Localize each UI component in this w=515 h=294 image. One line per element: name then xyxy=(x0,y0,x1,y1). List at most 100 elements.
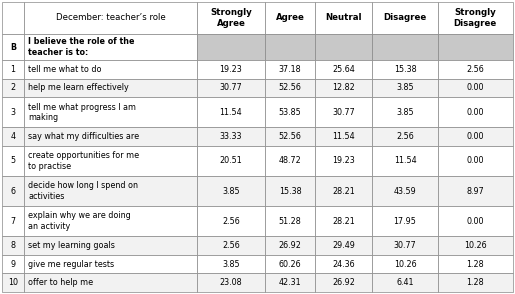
Bar xyxy=(2,146,24,176)
Text: B: B xyxy=(10,43,16,51)
Bar xyxy=(315,146,372,176)
Text: 60.26: 60.26 xyxy=(279,260,301,268)
Text: 0.00: 0.00 xyxy=(467,108,484,117)
Text: 29.49: 29.49 xyxy=(332,241,355,250)
Text: create opportunities for me
to practise: create opportunities for me to practise xyxy=(28,151,139,171)
Bar xyxy=(2,273,24,292)
Bar xyxy=(2,176,24,206)
Bar xyxy=(372,97,438,127)
Bar xyxy=(265,176,315,206)
Text: 42.31: 42.31 xyxy=(279,278,301,287)
Text: say what my difficulties are: say what my difficulties are xyxy=(28,132,139,141)
Bar xyxy=(372,34,438,60)
Bar xyxy=(315,273,372,292)
Bar xyxy=(24,97,197,127)
Bar xyxy=(24,78,197,97)
Text: 15.38: 15.38 xyxy=(394,65,417,74)
Text: I believe the role of the
teacher is to:: I believe the role of the teacher is to: xyxy=(28,37,134,57)
Text: 11.54: 11.54 xyxy=(333,132,355,141)
Bar xyxy=(24,34,197,60)
Text: 30.77: 30.77 xyxy=(393,241,417,250)
Text: 0.00: 0.00 xyxy=(467,132,484,141)
Bar xyxy=(197,34,265,60)
Bar xyxy=(197,236,265,255)
Text: 2: 2 xyxy=(10,83,15,93)
Text: 11.54: 11.54 xyxy=(394,156,417,166)
Text: 0.00: 0.00 xyxy=(467,217,484,225)
Bar xyxy=(197,206,265,236)
Bar xyxy=(438,60,513,78)
Bar xyxy=(2,2,24,34)
Text: Strongly
Disagree: Strongly Disagree xyxy=(454,8,497,28)
Bar xyxy=(24,2,197,34)
Text: 3.85: 3.85 xyxy=(222,260,239,268)
Text: 19.23: 19.23 xyxy=(219,65,242,74)
Bar xyxy=(438,206,513,236)
Text: 26.92: 26.92 xyxy=(332,278,355,287)
Text: 1: 1 xyxy=(10,65,15,74)
Bar xyxy=(372,78,438,97)
Text: 52.56: 52.56 xyxy=(279,83,302,93)
Bar xyxy=(265,78,315,97)
Text: Neutral: Neutral xyxy=(325,14,362,23)
Text: tell me what progress I am
making: tell me what progress I am making xyxy=(28,103,136,122)
Text: 7: 7 xyxy=(10,217,15,225)
Text: 24.36: 24.36 xyxy=(333,260,355,268)
Text: explain why we are doing
an activity: explain why we are doing an activity xyxy=(28,211,131,231)
Bar xyxy=(438,127,513,146)
Text: 8: 8 xyxy=(10,241,15,250)
Bar xyxy=(315,2,372,34)
Text: 43.59: 43.59 xyxy=(393,186,417,196)
Bar xyxy=(24,206,197,236)
Bar xyxy=(265,2,315,34)
Text: 0.00: 0.00 xyxy=(467,83,484,93)
Bar xyxy=(438,236,513,255)
Text: 3: 3 xyxy=(10,108,15,117)
Bar xyxy=(438,176,513,206)
Bar xyxy=(438,273,513,292)
Bar xyxy=(265,146,315,176)
Bar xyxy=(438,255,513,273)
Text: 12.82: 12.82 xyxy=(333,83,355,93)
Text: 17.95: 17.95 xyxy=(393,217,417,225)
Text: tell me what to do: tell me what to do xyxy=(28,65,101,74)
Bar xyxy=(265,206,315,236)
Text: 11.54: 11.54 xyxy=(219,108,242,117)
Text: 0.00: 0.00 xyxy=(467,156,484,166)
Bar xyxy=(2,206,24,236)
Text: 23.08: 23.08 xyxy=(219,278,242,287)
Bar xyxy=(372,273,438,292)
Text: 1.28: 1.28 xyxy=(467,278,484,287)
Bar xyxy=(24,236,197,255)
Bar xyxy=(315,206,372,236)
Text: 2.56: 2.56 xyxy=(222,217,240,225)
Bar xyxy=(372,146,438,176)
Text: 2.56: 2.56 xyxy=(467,65,484,74)
Text: 30.77: 30.77 xyxy=(333,108,355,117)
Bar xyxy=(315,60,372,78)
Bar xyxy=(372,2,438,34)
Text: 1.28: 1.28 xyxy=(467,260,484,268)
Bar xyxy=(197,60,265,78)
Bar xyxy=(265,236,315,255)
Bar xyxy=(315,97,372,127)
Text: 26.92: 26.92 xyxy=(279,241,302,250)
Text: 28.21: 28.21 xyxy=(333,186,355,196)
Bar xyxy=(2,236,24,255)
Bar xyxy=(372,127,438,146)
Text: 5: 5 xyxy=(10,156,15,166)
Text: 3.85: 3.85 xyxy=(222,186,239,196)
Bar xyxy=(24,60,197,78)
Text: decide how long I spend on
activities: decide how long I spend on activities xyxy=(28,181,138,201)
Text: 2.56: 2.56 xyxy=(222,241,240,250)
Bar xyxy=(2,78,24,97)
Text: 10: 10 xyxy=(8,278,18,287)
Text: 2.56: 2.56 xyxy=(396,132,414,141)
Bar xyxy=(2,255,24,273)
Text: give me regular tests: give me regular tests xyxy=(28,260,114,268)
Bar xyxy=(438,2,513,34)
Text: Strongly
Agree: Strongly Agree xyxy=(210,8,252,28)
Text: 10.26: 10.26 xyxy=(394,260,417,268)
Bar xyxy=(265,255,315,273)
Bar xyxy=(197,2,265,34)
